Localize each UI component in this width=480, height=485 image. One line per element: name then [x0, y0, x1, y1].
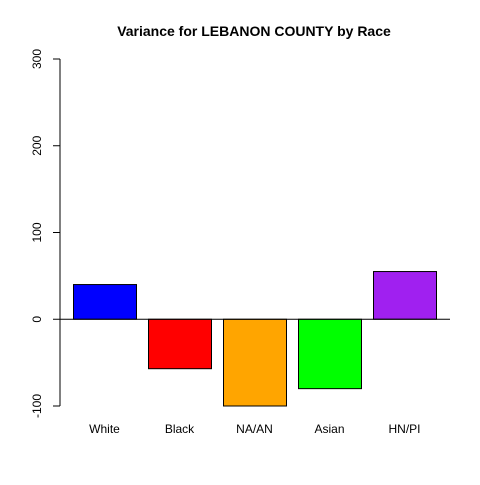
y-tick-label: 100 — [30, 222, 44, 242]
bar-asian — [298, 318, 362, 390]
bar-na-an — [223, 318, 287, 407]
category-label: Asian — [314, 422, 344, 436]
y-axis: -100 0 100 200 300 — [30, 49, 61, 418]
category-label: NA/AN — [236, 422, 273, 436]
bar-white — [73, 284, 137, 320]
bar-black — [148, 318, 212, 370]
bar-hn-pi — [373, 271, 437, 320]
chart-title: Variance for LEBANON COUNTY by Race — [117, 23, 391, 39]
y-tick-label: 300 — [30, 49, 44, 69]
y-tick-label: 200 — [30, 135, 44, 155]
x-axis-labels: White Black NA/AN Asian HN/PI — [89, 422, 420, 436]
bars — [60, 271, 450, 407]
category-label: HN/PI — [388, 422, 420, 436]
y-tick-label: -100 — [30, 394, 44, 418]
category-label: Black — [165, 422, 195, 436]
y-tick-label: 0 — [30, 316, 44, 323]
category-label: White — [89, 422, 120, 436]
